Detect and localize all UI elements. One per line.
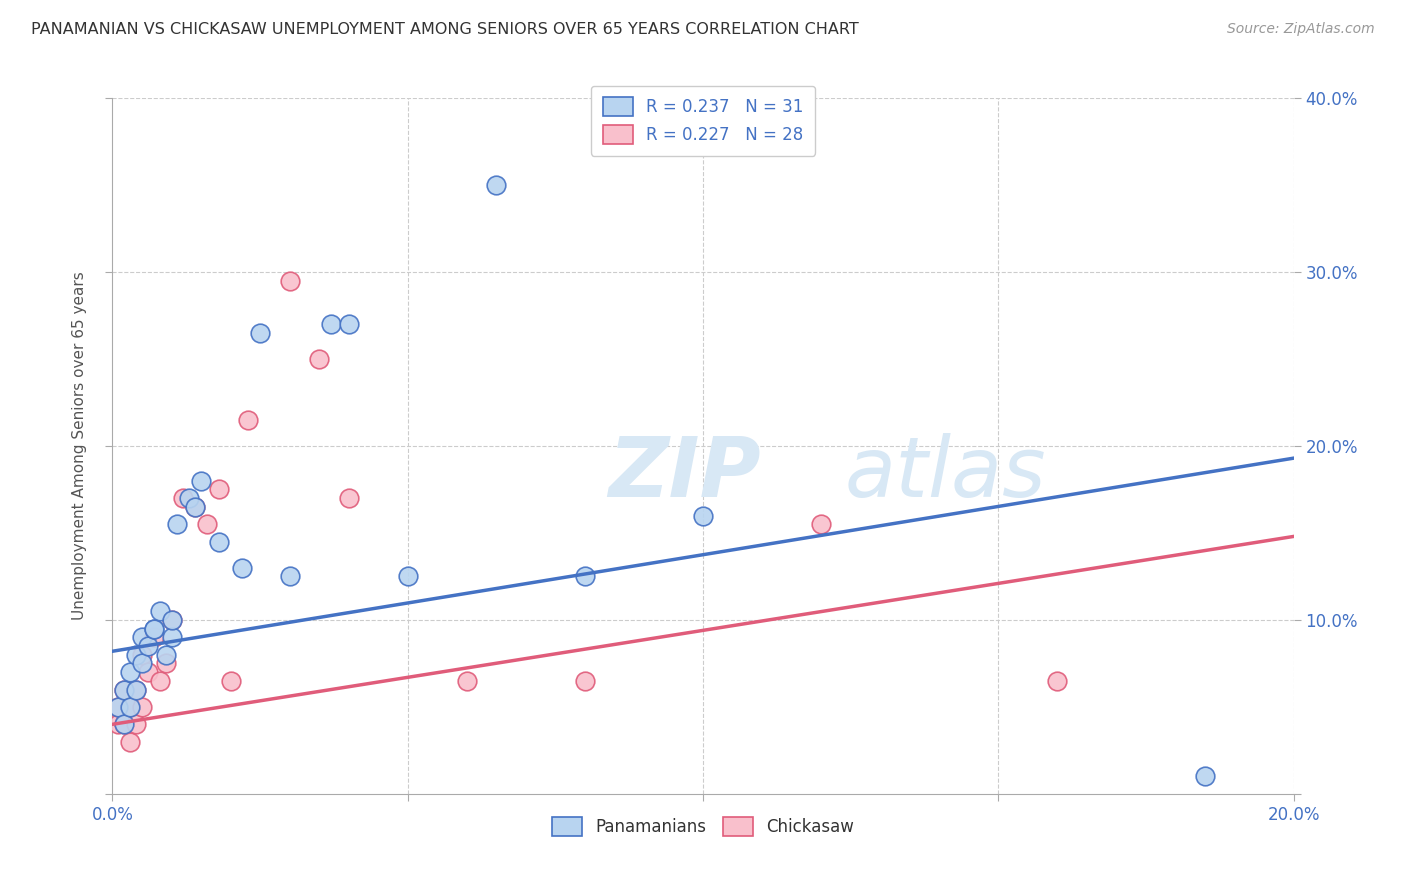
Point — [131, 657, 153, 671]
Point — [278, 274, 301, 288]
Point — [155, 648, 177, 662]
Point — [184, 500, 207, 514]
Point — [125, 682, 148, 697]
Point — [692, 508, 714, 523]
Point — [112, 717, 135, 731]
Point — [107, 699, 129, 714]
Point — [131, 648, 153, 662]
Y-axis label: Unemployment Among Seniors over 65 years: Unemployment Among Seniors over 65 years — [72, 272, 87, 620]
Point — [337, 491, 360, 505]
Point — [112, 717, 135, 731]
Point — [319, 317, 342, 331]
Point — [107, 717, 129, 731]
Text: Source: ZipAtlas.com: Source: ZipAtlas.com — [1227, 22, 1375, 37]
Point — [179, 491, 201, 505]
Point — [131, 699, 153, 714]
Point — [1194, 769, 1216, 784]
Point — [190, 474, 212, 488]
Point — [125, 648, 148, 662]
Point — [172, 491, 194, 505]
Point — [136, 639, 159, 653]
Point — [456, 673, 478, 688]
Point — [810, 517, 832, 532]
Point — [142, 622, 165, 636]
Point — [238, 413, 260, 427]
Point — [149, 604, 172, 618]
Text: ZIP: ZIP — [609, 434, 761, 515]
Point — [142, 622, 165, 636]
Point — [1046, 673, 1069, 688]
Point — [120, 665, 142, 680]
Point — [208, 534, 231, 549]
Point — [120, 735, 142, 749]
Point — [125, 682, 148, 697]
Point — [208, 483, 231, 497]
Point — [120, 699, 142, 714]
Point — [249, 326, 271, 340]
Point — [219, 673, 242, 688]
Point — [107, 699, 129, 714]
Point — [485, 178, 508, 193]
Point — [136, 665, 159, 680]
Point — [396, 569, 419, 583]
Point — [166, 517, 188, 532]
Point — [160, 613, 183, 627]
Point — [131, 630, 153, 644]
Point — [160, 630, 183, 644]
Legend: Panamanians, Chickasaw: Panamanians, Chickasaw — [540, 805, 866, 848]
Point — [308, 351, 330, 366]
Point — [337, 317, 360, 331]
Point — [574, 569, 596, 583]
Point — [149, 673, 172, 688]
Text: PANAMANIAN VS CHICKASAW UNEMPLOYMENT AMONG SENIORS OVER 65 YEARS CORRELATION CHA: PANAMANIAN VS CHICKASAW UNEMPLOYMENT AMO… — [31, 22, 859, 37]
Point — [184, 500, 207, 514]
Text: atlas: atlas — [845, 434, 1046, 515]
Point — [231, 561, 253, 575]
Point — [160, 613, 183, 627]
Point — [120, 699, 142, 714]
Point — [142, 630, 165, 644]
Point — [112, 682, 135, 697]
Point — [125, 717, 148, 731]
Point — [195, 517, 218, 532]
Point — [112, 682, 135, 697]
Point — [155, 657, 177, 671]
Point — [574, 673, 596, 688]
Point — [278, 569, 301, 583]
